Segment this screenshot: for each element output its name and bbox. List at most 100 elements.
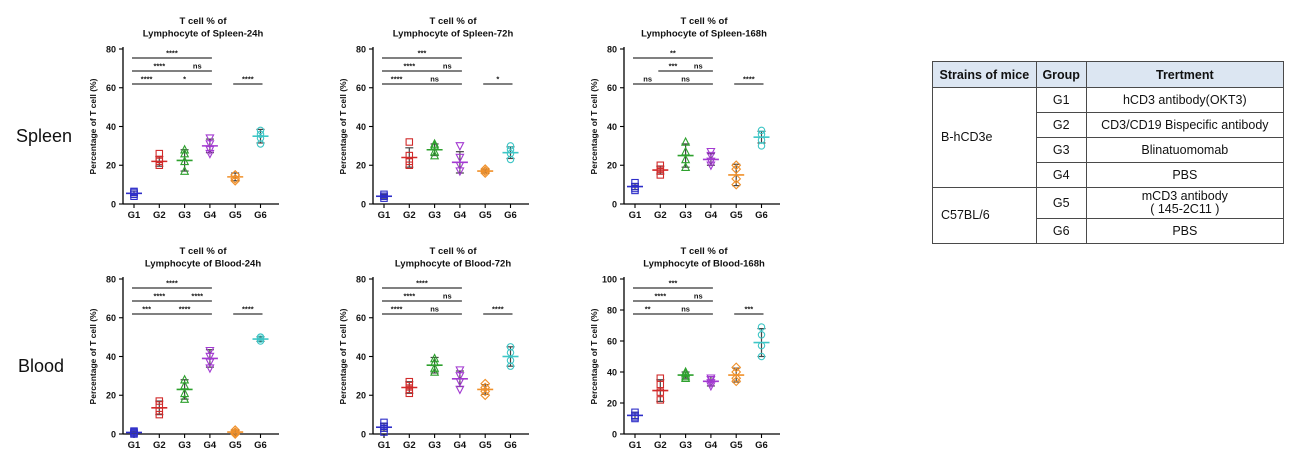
group-cell: G3 <box>1035 137 1087 163</box>
data-point <box>706 157 716 167</box>
data-point <box>380 190 388 199</box>
data-point <box>656 165 665 173</box>
data-point <box>205 140 215 150</box>
significance-label: **** <box>242 75 254 84</box>
chart-title-line: T cell % of <box>430 16 478 27</box>
chart-panel-1: T cell % of Lymphocyte of Spleen-24h 0 20 40… <box>88 16 279 221</box>
significance-label: **** <box>416 279 428 288</box>
chart-title-line: T cell % of <box>430 246 478 257</box>
data-point <box>205 134 215 144</box>
data-point <box>680 372 691 382</box>
significance-label: *** <box>142 305 151 314</box>
treatment-line: ( 145-2C11 ) <box>1150 202 1220 216</box>
data-point <box>757 331 766 339</box>
data-point <box>731 179 742 190</box>
x-tick-label: G2 <box>654 440 667 451</box>
x-tick-label: G5 <box>479 210 492 221</box>
significance-label: **** <box>166 279 178 288</box>
x-tick-label: G5 <box>479 440 492 451</box>
data-point <box>130 427 138 435</box>
x-tick-label: G4 <box>705 440 718 451</box>
data-point <box>179 388 190 398</box>
chart-title-line: T cell % of <box>180 246 228 257</box>
data-point <box>230 427 241 438</box>
data-point <box>256 134 265 142</box>
chart-title-line: Lymphocyte of Blood-72h <box>395 259 511 270</box>
x-tick-label: G2 <box>654 210 667 221</box>
data-point <box>757 352 766 361</box>
y-tick-label: 100 <box>602 274 617 284</box>
data-point <box>230 169 241 180</box>
table-header-treatment: Trertment <box>1085 61 1285 88</box>
chart-title-line: T cell % of <box>180 16 228 27</box>
significance-label: **** <box>654 292 666 301</box>
data-point <box>380 422 388 430</box>
significance-label: ns <box>694 62 703 71</box>
data-point <box>480 382 491 393</box>
y-axis-label: Percentage of T cell (%) <box>88 78 98 174</box>
y-tick-label: 40 <box>106 352 116 362</box>
x-tick-label: G1 <box>378 440 391 451</box>
x-tick-label: G5 <box>730 440 743 451</box>
treatment-table: Strains of mice Group Trertment B-hCD3e … <box>932 61 1285 244</box>
data-point <box>405 389 414 398</box>
row-label-spleen: Spleen <box>16 126 73 146</box>
table-header-group: Group <box>1035 61 1087 88</box>
table-header-strain: Strains of mice <box>932 61 1037 88</box>
data-point <box>429 362 440 372</box>
significance-label: ns <box>694 292 703 301</box>
y-tick-label: 40 <box>607 122 617 132</box>
data-point <box>256 130 265 139</box>
data-point <box>656 388 665 396</box>
x-tick-label: G3 <box>679 210 692 221</box>
group-cell: G4 <box>1035 162 1087 188</box>
table-row: C57BL/6 G5 mCD3 antibody ( 145-2C11 ) <box>932 187 1285 244</box>
table-row: G6 PBS <box>933 218 1285 244</box>
x-tick-label: G3 <box>679 440 692 451</box>
x-tick-label: G3 <box>178 210 191 221</box>
y-tick-label: 20 <box>106 391 116 401</box>
data-point <box>706 161 716 171</box>
data-point <box>731 373 742 384</box>
y-tick-label: 20 <box>356 391 366 401</box>
data-point <box>480 390 491 401</box>
data-point <box>706 147 716 157</box>
data-point <box>506 149 515 158</box>
significance-label: ns <box>430 75 439 84</box>
group-cell: G2 <box>1035 112 1087 138</box>
group-cell: G5 <box>1035 187 1087 219</box>
data-point <box>405 385 414 394</box>
x-tick-label: G1 <box>128 440 141 451</box>
y-tick-label: 80 <box>356 44 366 54</box>
group-cell: G1 <box>1035 87 1087 113</box>
x-tick-label: G1 <box>629 440 642 451</box>
group-cell: G6 <box>1035 218 1087 244</box>
data-point <box>680 154 691 164</box>
data-point <box>205 364 215 374</box>
chart-title-line: T cell % of <box>681 246 729 257</box>
x-tick-label: G6 <box>755 210 768 221</box>
data-point <box>155 410 164 419</box>
data-point <box>506 343 515 351</box>
x-tick-label: G1 <box>378 210 391 221</box>
table-header-row: Strains of mice Group Trertment <box>932 61 1285 88</box>
data-point <box>130 187 138 196</box>
y-tick-label: 20 <box>607 161 617 171</box>
significance-label: **** <box>153 292 165 301</box>
y-tick-label: 60 <box>356 313 366 323</box>
data-point <box>706 379 716 389</box>
data-point <box>506 142 515 150</box>
x-tick-label: G6 <box>755 440 768 451</box>
data-point <box>429 353 440 363</box>
y-axis-label: Percentage of T cell (%) <box>589 308 599 404</box>
x-tick-label: G3 <box>428 210 441 221</box>
y-tick-label: 0 <box>612 429 617 439</box>
y-tick-label: 80 <box>106 274 116 284</box>
data-point <box>179 393 190 403</box>
y-tick-label: 80 <box>106 44 116 54</box>
chart-title-line: Lymphocyte of Spleen-24h <box>143 29 264 40</box>
data-point <box>680 161 691 171</box>
data-point <box>155 397 164 405</box>
significance-label: **** <box>153 62 165 71</box>
y-tick-label: 60 <box>106 83 116 93</box>
